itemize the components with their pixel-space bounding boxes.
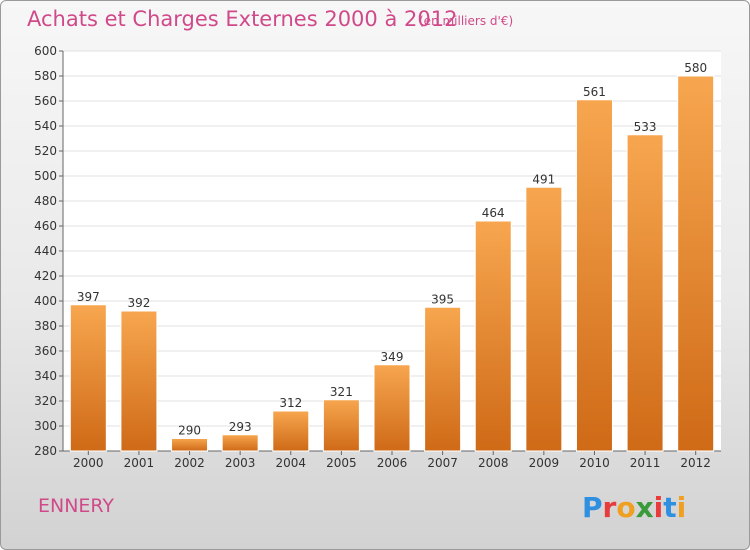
- y-tick-label: 460: [34, 219, 57, 233]
- y-tick-label: 440: [34, 244, 57, 258]
- bar: [424, 306, 462, 452]
- y-tick-label: 480: [34, 194, 57, 208]
- y-tick-label: 580: [34, 69, 57, 83]
- value-label: 321: [330, 385, 353, 399]
- value-label: 561: [583, 85, 606, 99]
- x-tick-label: 2000: [73, 456, 104, 470]
- value-label: 395: [431, 292, 454, 306]
- x-tick-label: 2006: [377, 456, 408, 470]
- value-label: 533: [634, 120, 657, 134]
- x-tick-label: 2008: [478, 456, 509, 470]
- chart-subtitle: (en milliers d'€): [419, 14, 514, 28]
- bar: [322, 399, 360, 452]
- y-tick-label: 280: [34, 444, 57, 458]
- y-tick-label: 500: [34, 169, 57, 183]
- bar: [272, 410, 310, 452]
- value-label: 349: [381, 350, 404, 364]
- y-tick-label: 560: [34, 94, 57, 108]
- x-tick-label: 2007: [427, 456, 458, 470]
- value-label: 397: [77, 290, 100, 304]
- location-label: ENNERY: [38, 495, 115, 517]
- bar: [677, 75, 715, 452]
- y-tick-label: 340: [34, 369, 57, 383]
- x-tick-label: 2011: [630, 456, 661, 470]
- x-tick-label: 2002: [174, 456, 205, 470]
- y-tick-label: 360: [34, 344, 57, 358]
- x-tick-label: 2005: [326, 456, 357, 470]
- y-tick-label: 420: [34, 269, 57, 283]
- bar: [525, 186, 563, 452]
- value-label: 293: [229, 420, 252, 434]
- value-label: 580: [684, 61, 707, 75]
- value-label: 312: [279, 396, 302, 410]
- bar: [575, 99, 613, 452]
- x-tick-label: 2009: [529, 456, 560, 470]
- y-tick-label: 520: [34, 144, 57, 158]
- y-tick-label: 400: [34, 294, 57, 308]
- bar: [120, 310, 158, 452]
- bar: [626, 134, 664, 452]
- y-tick-label: 300: [34, 419, 57, 433]
- y-tick-label: 540: [34, 119, 57, 133]
- bar: [474, 220, 512, 452]
- value-label: 290: [178, 424, 201, 438]
- y-tick-label: 320: [34, 394, 57, 408]
- bar: [373, 364, 411, 452]
- value-label: 464: [482, 206, 505, 220]
- bar: [171, 438, 209, 452]
- x-tick-label: 2004: [275, 456, 306, 470]
- proxiti-logo: Proxiti: [582, 491, 687, 524]
- x-tick-label: 2001: [124, 456, 155, 470]
- x-tick-label: 2010: [579, 456, 610, 470]
- value-label: 392: [127, 296, 150, 310]
- y-tick-label: 600: [34, 44, 57, 58]
- x-tick-label: 2012: [680, 456, 711, 470]
- bar: [69, 304, 107, 452]
- chart-title: Achats et Charges Externes 2000 à 2012: [27, 7, 458, 31]
- x-tick-label: 2003: [225, 456, 256, 470]
- value-label: 491: [532, 172, 555, 186]
- bar: [221, 434, 259, 452]
- y-tick-label: 380: [34, 319, 57, 333]
